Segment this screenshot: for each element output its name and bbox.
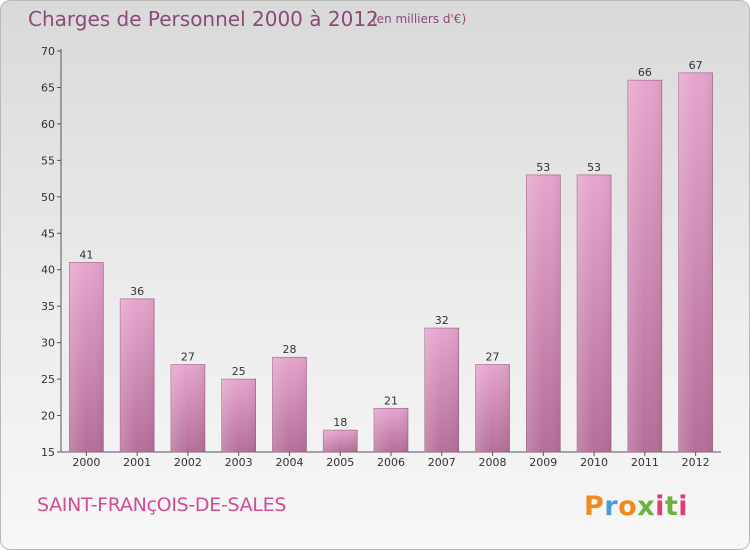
bar-shine <box>69 262 104 452</box>
x-tick-label: 2008 <box>479 456 507 469</box>
data-label-2002: 27 <box>181 351 195 364</box>
bar-shine <box>374 408 408 452</box>
bar-shine <box>627 80 662 452</box>
bar-shine <box>272 357 307 452</box>
chart-subtitle: (en milliers d'€) <box>372 12 467 26</box>
proxiti-logo: Proxiti <box>584 491 688 522</box>
x-tick-label: 2009 <box>529 456 557 469</box>
y-tick-label: 30 <box>41 337 55 350</box>
data-label-2001: 36 <box>130 285 144 298</box>
y-tick-label: 35 <box>41 300 55 313</box>
x-tick-label: 2006 <box>377 456 405 469</box>
y-tick-label: 40 <box>41 264 55 277</box>
logo-letter: P <box>584 491 605 522</box>
bar-shine <box>577 174 612 453</box>
data-label-2006: 21 <box>384 394 398 407</box>
data-label-2011: 66 <box>638 66 652 79</box>
x-tick-label: 2004 <box>275 456 303 469</box>
y-tick-label: 25 <box>41 373 55 386</box>
bar-shine <box>221 379 256 452</box>
chart-title: Charges de Personnel 2000 à 2012 <box>28 7 379 31</box>
logo-letter: i <box>655 491 665 522</box>
logo-letter: t <box>664 491 679 522</box>
bar-shine <box>170 364 205 452</box>
y-tick-label: 70 <box>41 45 55 58</box>
data-labels: 41 36 27 25 28 18 21 32 27 53 53 66 67 <box>79 59 702 429</box>
data-label-2007: 32 <box>435 314 449 327</box>
data-label-2004: 28 <box>282 343 296 356</box>
x-axis: 2000 2001 2002 2003 2004 2005 2006 2007 2008 2009… <box>61 451 721 469</box>
x-tick-label: 2010 <box>580 456 608 469</box>
y-tick-label: 20 <box>41 410 55 423</box>
data-label-2010: 53 <box>587 161 601 174</box>
bar-shine <box>120 298 155 452</box>
x-tick-label: 2001 <box>123 456 151 469</box>
y-tick-label: 45 <box>41 227 55 240</box>
x-tick-label: 2003 <box>225 456 253 469</box>
data-label-2009: 53 <box>536 161 550 174</box>
y-tick-label: 15 <box>41 446 55 459</box>
data-label-2000: 41 <box>79 248 93 261</box>
logo-letter: i <box>678 491 689 522</box>
x-tick-label: 2007 <box>428 456 456 469</box>
x-tick-label: 2012 <box>682 456 710 469</box>
y-tick-label: 50 <box>41 191 55 204</box>
logo-letter: r <box>604 491 619 522</box>
y-tick-label: 60 <box>41 118 55 131</box>
bar-shine <box>323 430 358 452</box>
x-tick-label: 2000 <box>72 456 100 469</box>
x-tick-label: 2011 <box>631 456 659 469</box>
logo-letter: o <box>618 491 638 522</box>
bars <box>69 72 713 453</box>
bar-shine <box>526 174 561 453</box>
x-tick-label: 2002 <box>174 456 202 469</box>
location-name: SAINT-FRANçOIS-DE-SALES <box>37 494 287 516</box>
data-label-2003: 25 <box>232 365 246 378</box>
bar-shine <box>424 328 459 452</box>
logo-letter: x <box>637 491 656 522</box>
bar-shine <box>678 72 713 452</box>
data-label-2012: 67 <box>689 59 703 72</box>
data-label-2008: 27 <box>486 351 500 364</box>
y-axis: 15 20 25 30 35 40 45 50 55 60 65 70 <box>41 45 62 459</box>
data-label-2005: 18 <box>333 416 347 429</box>
x-tick-label: 2005 <box>326 456 354 469</box>
y-tick-label: 55 <box>41 154 55 167</box>
y-tick-label: 65 <box>41 81 55 94</box>
bar-shine <box>475 364 510 452</box>
